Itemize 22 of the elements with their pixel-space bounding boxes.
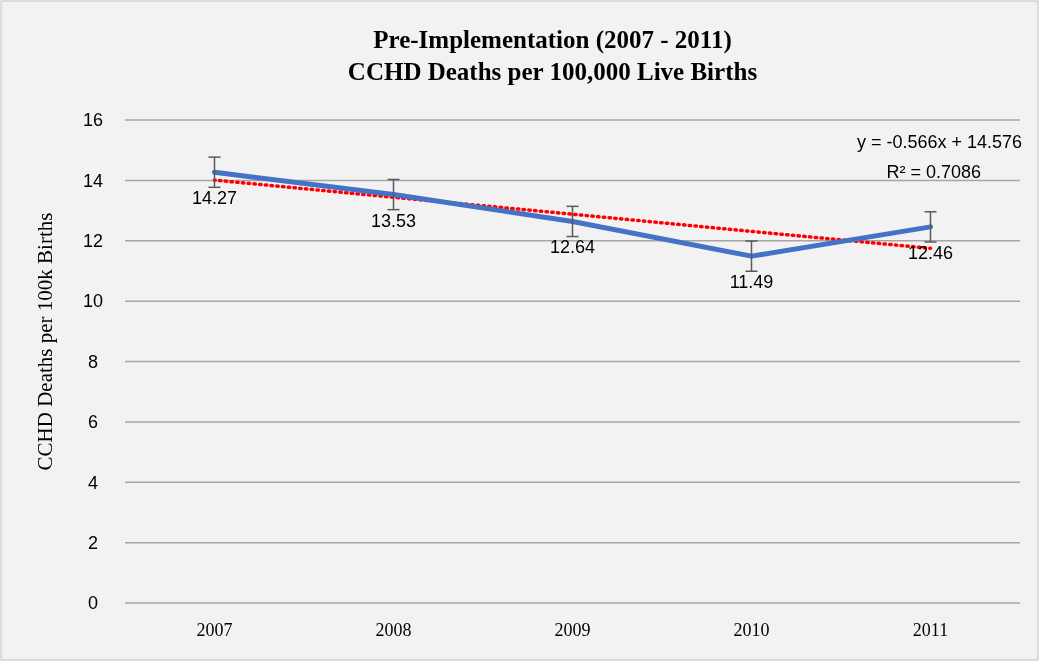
y-tick-label: 4 [87,472,99,493]
data-label: 13.53 [370,210,417,231]
x-tick-label: 2010 [733,620,770,640]
data-label: 12.46 [907,242,954,263]
y-tick-label: 14 [82,170,104,191]
x-tick-label: 2011 [912,620,949,640]
data-label: 14.27 [191,188,238,209]
annotation: y = -0.566x + 14.576 R² = 0.7086 [856,132,1022,182]
y-tick-label: 8 [87,351,99,372]
data-label: 11.49 [729,272,774,293]
x-tick-label: 2008 [375,620,412,640]
x-tick-label: 2007 [196,620,233,640]
y-tick-label: 2 [87,532,99,553]
x-tick-label: 2009 [554,620,591,640]
y-tick-label: 12 [82,231,104,252]
chart-title: Pre-Implementation (2007 - 2011) CCHD Deaths per 100,000 Live Births [347,26,758,85]
data-label: 12.64 [549,237,596,258]
y-tick-label: 6 [87,412,99,433]
y-axis-title: CCHD Deaths per 100k Births [33,212,57,471]
y-tick-label: 0 [87,593,99,614]
y-tick-label: 10 [82,291,104,312]
y-tick-label: 16 [82,110,104,131]
